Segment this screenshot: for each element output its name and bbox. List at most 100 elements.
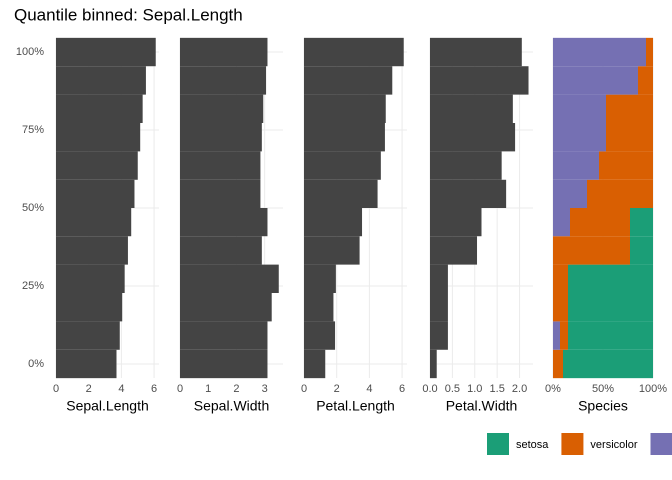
x-axis-label: Petal.Length [316,398,395,414]
bar [430,321,448,350]
segment [570,208,630,237]
bar [180,208,268,237]
x-tick-label: 1 [205,383,211,395]
bar [56,66,146,95]
bar [430,349,437,379]
x-tick-label: 6 [151,383,157,395]
bar [56,264,125,293]
legend-swatch [650,433,672,455]
bar [56,123,141,152]
bar [56,321,120,350]
segment [646,37,653,67]
bar [304,349,326,379]
legend-swatch [487,433,509,455]
legend-label: setosa [516,439,549,451]
segment [553,321,560,350]
segment [553,151,599,180]
bar [180,293,272,322]
bar [430,123,516,152]
bar [430,37,522,67]
y-tick-label: 50% [22,202,44,214]
segment [553,94,606,123]
y-tick-label: 0% [28,358,44,370]
segment [553,37,646,67]
bar [180,66,267,95]
x-tick-label: 2 [334,383,340,395]
bar [430,208,482,237]
bar [430,151,502,180]
segment [553,66,638,95]
bar [180,236,262,265]
segment [587,179,653,208]
segment [553,123,606,152]
bar [180,123,262,152]
bar [180,94,264,123]
segment [630,208,653,237]
segment [560,321,568,350]
x-tick-label: 0 [301,383,307,395]
segment [606,123,653,152]
segment [638,66,653,95]
x-tick-label: 2 [86,383,92,395]
bar [304,66,393,95]
bar [56,349,117,379]
x-axis-label: Petal.Width [446,398,518,414]
y-tick-label: 75% [22,124,44,136]
x-tick-label: 2.0 [512,383,527,395]
bar [56,293,123,322]
chart-title: Quantile binned: Sepal.Length [14,5,243,24]
bar [180,264,279,293]
x-tick-label: 0.0 [422,383,437,395]
x-tick-label: 1.0 [467,383,482,395]
bar [304,123,385,152]
bar [304,179,378,208]
bar [56,179,135,208]
x-tick-label: 50% [592,383,614,395]
bar [304,264,336,293]
x-tick-label: 100% [639,383,667,395]
x-axis-label: Sepal.Length [66,398,149,414]
bar [180,179,261,208]
segment [553,349,563,379]
segment [599,151,653,180]
bar [430,94,513,123]
y-tick-label: 25% [22,280,44,292]
x-tick-label: 4 [118,383,124,395]
bar [180,321,268,350]
segment [553,264,568,293]
bar [304,37,404,67]
x-axis-label: Sepal.Width [194,398,269,414]
bar [430,236,478,265]
x-tick-label: 1.5 [490,383,505,395]
bar [304,208,363,237]
bar [430,293,448,322]
bar [56,208,132,237]
segment [563,349,653,379]
bar [180,349,268,379]
segment [553,179,587,208]
legend-swatch [561,433,584,455]
bar [304,321,336,350]
bar [56,236,128,265]
x-tick-label: 6 [399,383,405,395]
legend-label: versicolor [590,439,637,451]
segment [606,94,653,123]
x-tick-label: 3 [262,383,268,395]
x-axis-label: Species [578,398,628,414]
bar [180,37,268,67]
x-tick-label: 0 [177,383,183,395]
bar [430,179,507,208]
bar [56,94,143,123]
x-tick-label: 2 [233,383,239,395]
bar [304,94,386,123]
y-tick-label: 100% [16,46,44,58]
segment [630,236,653,265]
segment [553,208,570,237]
x-tick-label: 4 [366,383,372,395]
bar [304,151,381,180]
x-tick-label: 0% [545,383,561,395]
segment [568,264,653,293]
bar [56,37,156,67]
bar [430,264,448,293]
